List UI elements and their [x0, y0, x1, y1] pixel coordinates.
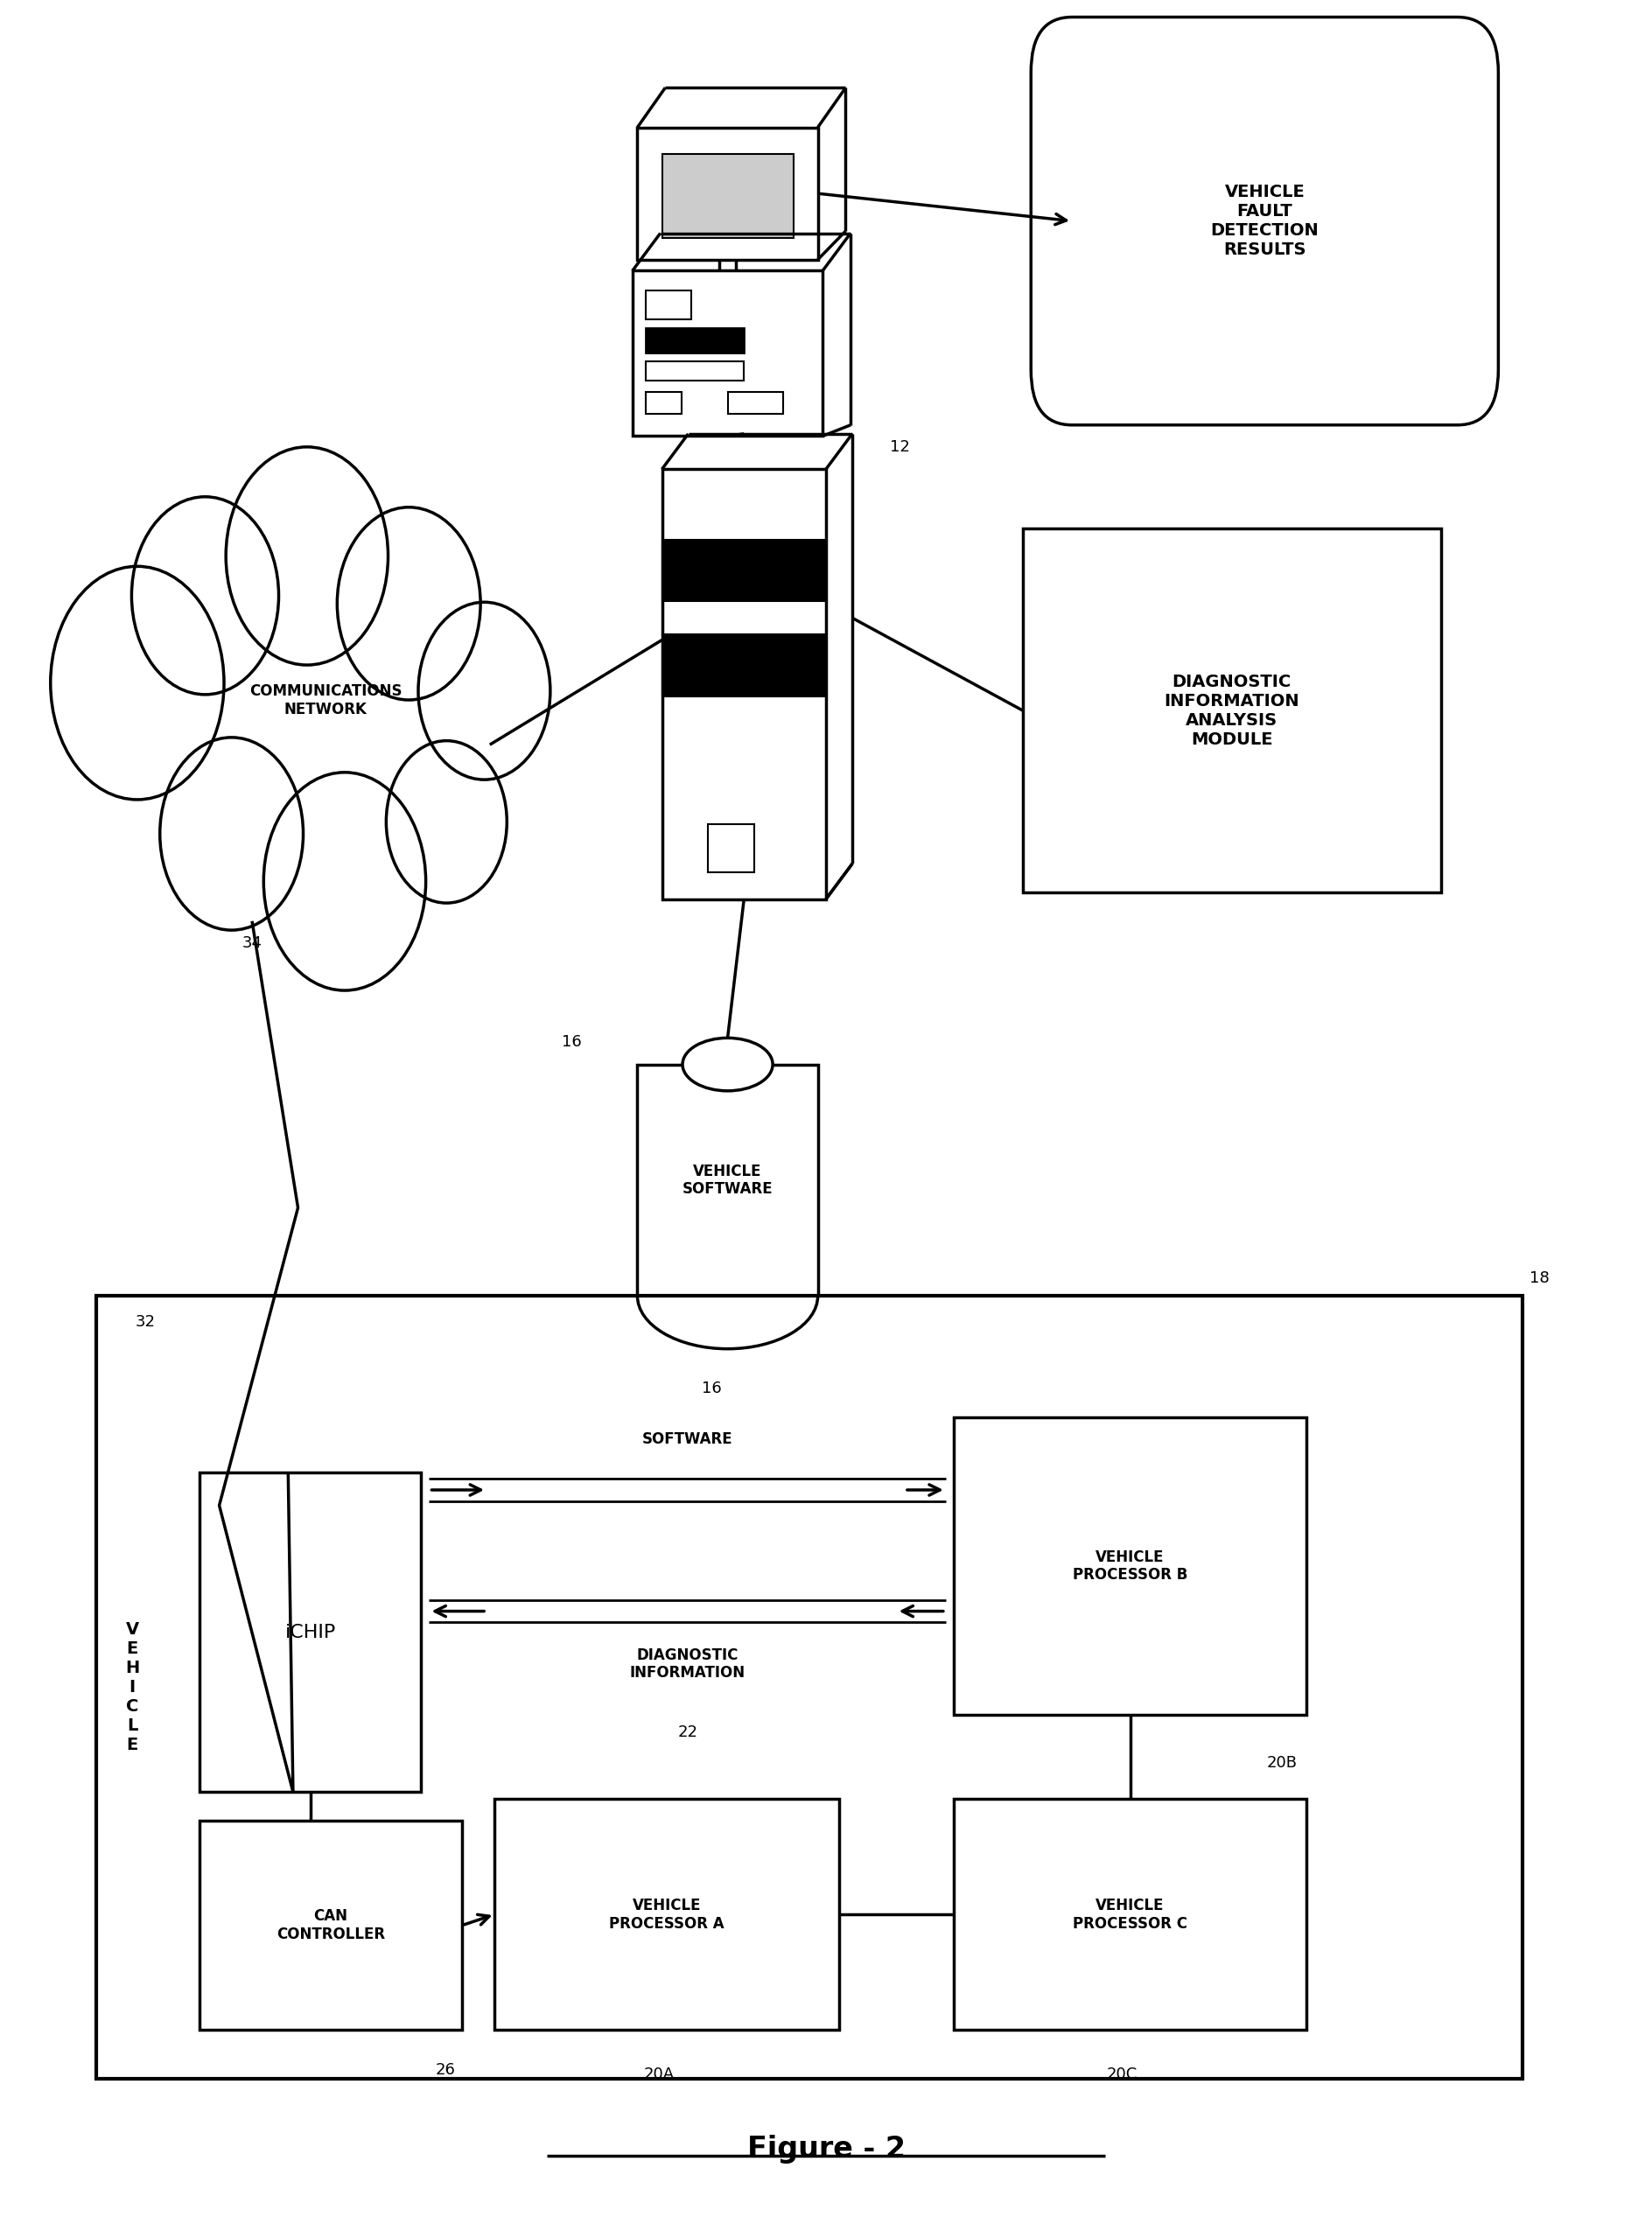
Text: VEHICLE
FAULT
DETECTION
RESULTS: VEHICLE FAULT DETECTION RESULTS [1211, 184, 1318, 257]
Text: 18: 18 [1530, 1270, 1550, 1286]
Text: 26: 26 [436, 2062, 456, 2077]
FancyBboxPatch shape [662, 539, 826, 601]
Text: VEHICLE
PROCESSOR B: VEHICLE PROCESSOR B [1072, 1550, 1188, 1583]
FancyBboxPatch shape [727, 392, 783, 415]
Text: 20A: 20A [643, 2066, 674, 2082]
Text: VEHICLE
PROCESSOR A: VEHICLE PROCESSOR A [610, 1898, 725, 1931]
Circle shape [226, 448, 388, 665]
Text: iCHIP: iCHIP [284, 1623, 335, 1641]
Text: 20C: 20C [1107, 2066, 1138, 2082]
Circle shape [337, 508, 481, 701]
FancyBboxPatch shape [646, 328, 743, 353]
Circle shape [51, 565, 225, 800]
FancyBboxPatch shape [96, 1297, 1523, 2080]
FancyBboxPatch shape [633, 270, 823, 437]
FancyBboxPatch shape [1023, 528, 1441, 893]
FancyBboxPatch shape [662, 153, 793, 237]
FancyBboxPatch shape [646, 290, 692, 319]
FancyBboxPatch shape [638, 126, 818, 259]
FancyBboxPatch shape [662, 470, 826, 900]
Text: VEHICLE
PROCESSOR C: VEHICLE PROCESSOR C [1072, 1898, 1188, 1931]
FancyBboxPatch shape [662, 634, 826, 696]
Text: COMMUNICATIONS
NETWORK: COMMUNICATIONS NETWORK [249, 683, 401, 718]
Text: 32: 32 [135, 1315, 155, 1330]
Circle shape [160, 738, 304, 931]
FancyBboxPatch shape [494, 1798, 839, 2031]
Text: 34: 34 [241, 936, 263, 951]
Text: 12: 12 [890, 439, 910, 454]
Text: DIAGNOSTIC
INFORMATION: DIAGNOSTIC INFORMATION [629, 1647, 745, 1680]
Text: DIAGNOSTIC
INFORMATION
ANALYSIS
MODULE: DIAGNOSTIC INFORMATION ANALYSIS MODULE [1165, 674, 1300, 747]
Text: VEHICLE
SOFTWARE: VEHICLE SOFTWARE [682, 1164, 773, 1197]
Circle shape [387, 740, 507, 902]
Text: 16: 16 [702, 1381, 722, 1397]
FancyBboxPatch shape [953, 1798, 1307, 2031]
Ellipse shape [682, 1038, 773, 1091]
FancyBboxPatch shape [646, 361, 743, 381]
Text: V
E
H
I
C
L
E: V E H I C L E [126, 1621, 139, 1754]
Text: 20B: 20B [1267, 1756, 1297, 1771]
Text: SOFTWARE: SOFTWARE [643, 1432, 733, 1448]
FancyBboxPatch shape [200, 1472, 421, 1791]
FancyBboxPatch shape [953, 1417, 1307, 1714]
Circle shape [418, 603, 550, 780]
Text: CAN
CONTROLLER: CAN CONTROLLER [276, 1909, 385, 1942]
Circle shape [132, 497, 279, 694]
Text: Figure - 2: Figure - 2 [747, 2135, 905, 2164]
FancyBboxPatch shape [646, 392, 682, 415]
FancyBboxPatch shape [1031, 18, 1498, 426]
Text: 16: 16 [562, 1035, 582, 1051]
Text: 22: 22 [677, 1725, 697, 1740]
FancyBboxPatch shape [200, 1820, 463, 2031]
FancyBboxPatch shape [709, 825, 753, 873]
Circle shape [264, 772, 426, 991]
FancyBboxPatch shape [638, 1064, 818, 1297]
